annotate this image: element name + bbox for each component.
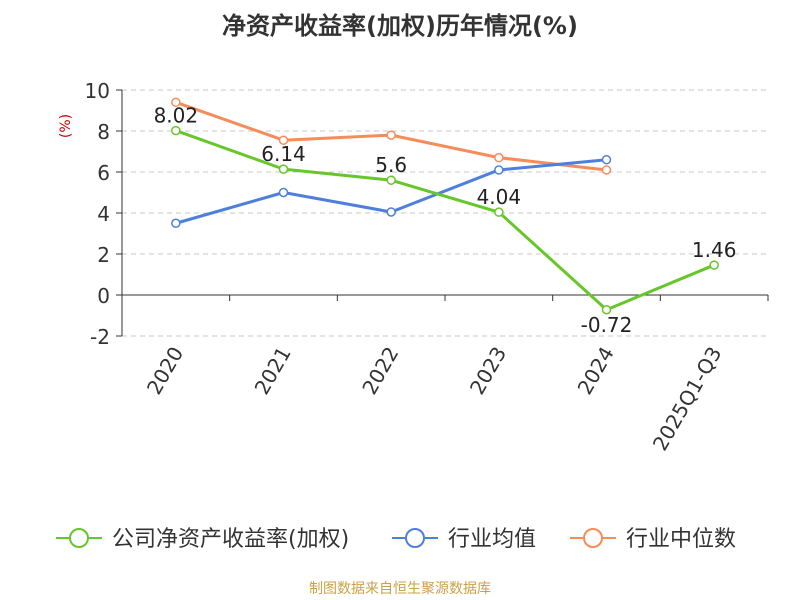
data-label: 6.14: [261, 142, 306, 166]
data-label: 1.46: [692, 238, 737, 262]
data-point: [171, 125, 181, 136]
chart-title: 净资产收益率(加权)历年情况(%): [222, 12, 578, 40]
data-point: [494, 165, 504, 175]
data-point: [386, 175, 396, 185]
data-point: [709, 260, 719, 270]
data-label: 8.02: [154, 104, 199, 128]
source-note: 制图数据来自恒生聚源数据库: [309, 581, 491, 597]
y-tick-label: 8: [97, 120, 110, 144]
y-tick-label: 2: [97, 243, 110, 267]
data-point: [601, 165, 612, 175]
y-axis-label: (%): [58, 114, 74, 138]
x-tick-label: 2020: [142, 343, 188, 399]
data-point: [494, 152, 504, 163]
data-point: [278, 135, 289, 145]
data-point: [494, 207, 504, 217]
data-point: [278, 187, 289, 198]
legend-label: 行业中位数: [626, 527, 736, 552]
x-tick-label: 2025Q1-Q3: [648, 343, 727, 455]
x-tick-label: 2023: [465, 343, 511, 399]
legend-label: 行业均值: [448, 527, 536, 552]
data-point: [278, 164, 289, 174]
data-label: 5.6: [375, 153, 407, 177]
y-tick-label: 4: [97, 202, 110, 226]
data-point: [171, 218, 181, 228]
data-point: [171, 97, 181, 108]
y-tick-label: 0: [97, 284, 110, 308]
y-tick-label: -2: [90, 325, 110, 349]
data-point: [601, 305, 612, 315]
x-tick-label: 2021: [250, 343, 296, 399]
legend-marker: [69, 528, 89, 548]
series-line: [175, 129, 715, 312]
data-label: 4.04: [477, 185, 522, 209]
y-tick-label: 6: [97, 161, 110, 185]
data-point: [601, 154, 612, 165]
legend-marker: [583, 528, 603, 548]
x-tick-label: 2024: [573, 343, 619, 399]
data-point: [386, 130, 396, 140]
data-label: -0.72: [581, 313, 633, 337]
data-point: [386, 207, 396, 217]
legend-label: 公司净资产收益率(加权): [112, 527, 349, 552]
x-tick-label: 2022: [357, 343, 403, 399]
y-tick-label: 10: [85, 79, 110, 103]
legend-marker: [405, 528, 425, 548]
